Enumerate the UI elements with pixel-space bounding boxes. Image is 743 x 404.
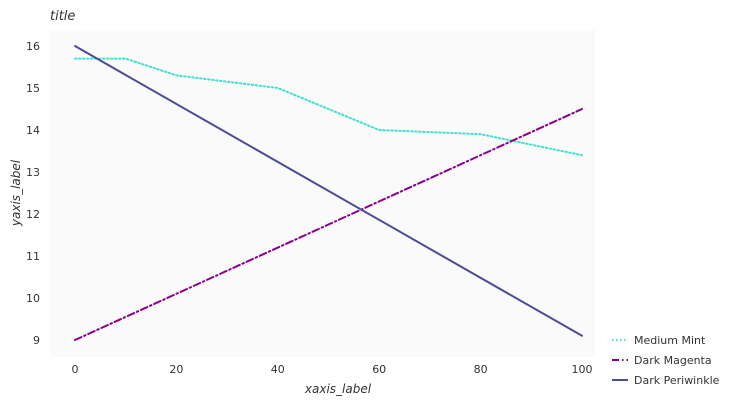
y-tick-label: 10 xyxy=(26,292,40,305)
x-tick-label: 100 xyxy=(572,363,593,376)
series-lines xyxy=(74,45,583,341)
y-tick-label: 16 xyxy=(26,40,40,53)
legend-label: Medium Mint xyxy=(634,334,706,347)
legend-label: Dark Magenta xyxy=(634,354,712,367)
legend: Medium Mint Dark Magenta Dark Periwinkle xyxy=(612,334,720,387)
series-line-dark-periwinkle xyxy=(74,45,583,337)
x-tick-label: 20 xyxy=(169,363,183,376)
x-tick-label: 80 xyxy=(474,363,488,376)
y-tick-label: 13 xyxy=(26,166,40,179)
series-line-dark-magenta xyxy=(74,108,583,341)
y-tick-label: 11 xyxy=(26,250,40,263)
y-tick-label: 15 xyxy=(26,82,40,95)
chart-title: title xyxy=(50,9,75,24)
y-tick-label: 14 xyxy=(26,124,40,137)
legend-label: Dark Periwinkle xyxy=(634,374,720,387)
x-tick-label: 0 xyxy=(72,363,79,376)
x-tick-label: 40 xyxy=(271,363,285,376)
x-tick-label: 60 xyxy=(372,363,386,376)
series-line-medium-mint xyxy=(74,57,583,157)
x-axis-ticks: 0 20 40 60 80 100 xyxy=(72,363,593,376)
y-tick-label: 12 xyxy=(26,208,40,221)
x-axis-title: xaxis_label xyxy=(304,382,372,396)
y-axis-ticks: 9 10 11 12 13 14 15 16 xyxy=(26,40,40,347)
y-tick-label: 9 xyxy=(33,334,40,347)
y-axis-title: yaxis_label xyxy=(9,159,23,227)
